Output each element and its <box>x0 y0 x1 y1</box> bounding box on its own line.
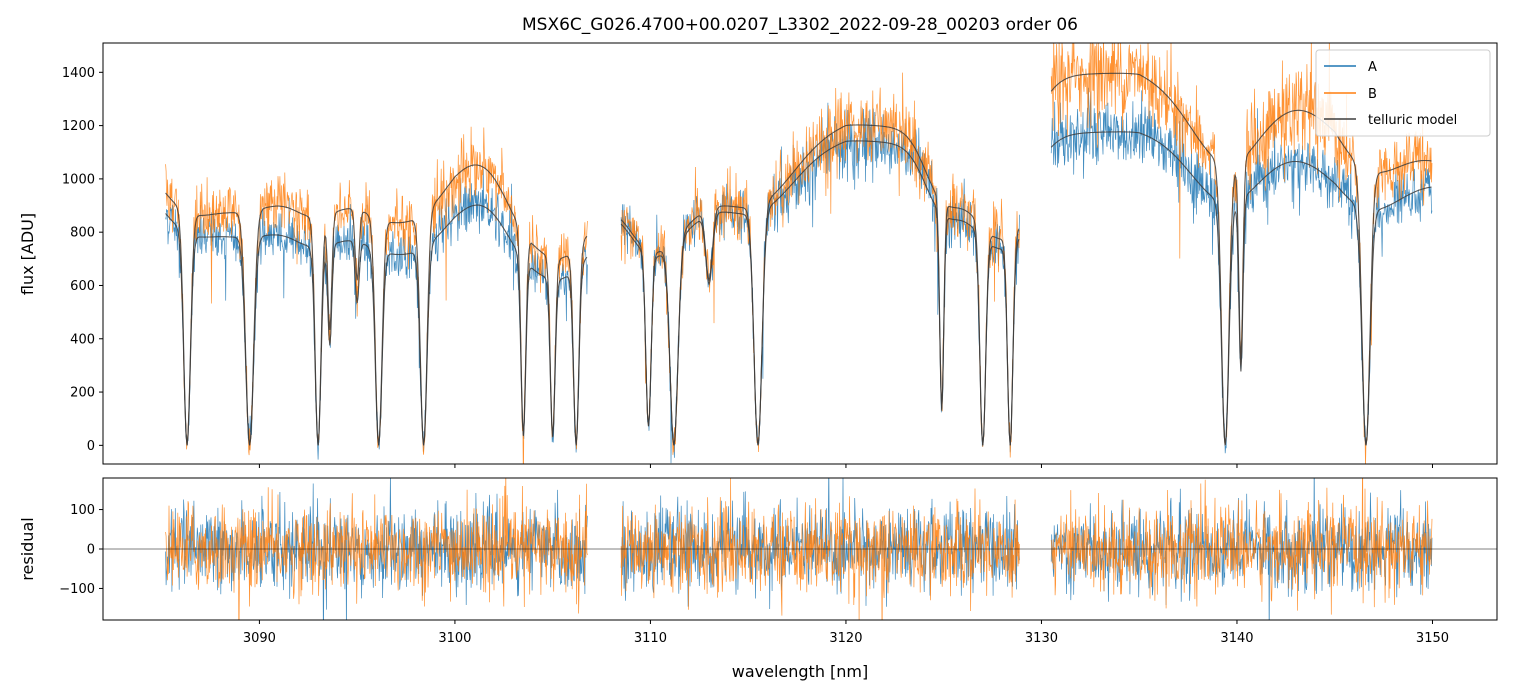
flux-plot-area <box>103 43 1497 464</box>
residual-y-axis-label: residual <box>18 517 37 580</box>
telluric-model-b-segment-1 <box>620 124 1020 446</box>
xtick-label: 3110 <box>634 631 667 646</box>
telluric-model-b-segment-0 <box>165 164 588 446</box>
telluric-model-a-segment-1 <box>620 140 1020 446</box>
xtick-label: 3130 <box>1025 631 1058 646</box>
residual-ytick-label: 0 <box>87 543 95 558</box>
x-axis-label: wavelength [nm] <box>732 662 869 681</box>
flux-ytick-label: 800 <box>70 226 95 241</box>
legend-label-telluric: telluric model <box>1368 113 1457 128</box>
legend-label-b: B <box>1368 87 1377 102</box>
flux-ytick-label: 1400 <box>62 66 95 81</box>
flux-x-ticks <box>258 464 1433 468</box>
residual-b-segment-2 <box>1050 478 1433 615</box>
xtick-label: 3140 <box>1220 631 1253 646</box>
residual-y-ticks: −100 0 100 <box>59 503 103 597</box>
flux-axes-frame <box>102 42 1498 465</box>
flux-panel: 0 200 400 600 800 1000 1200 1400 flux [ADU] A B… <box>18 42 1498 468</box>
flux-ytick-label: 400 <box>70 332 95 347</box>
flux-ytick-label: 1000 <box>62 172 95 187</box>
legend-box <box>1315 49 1491 137</box>
residual-ytick-label: −100 <box>59 582 95 597</box>
flux-y-ticks: 0 200 400 600 800 1000 1200 1400 <box>62 66 103 454</box>
residual-ytick-label: 100 <box>70 503 95 518</box>
flux-ytick-label: 0 <box>87 439 95 454</box>
residual-x-ticks: 3090 3100 3110 3120 3130 3140 3150 <box>243 620 1449 646</box>
telluric-model-b-segment-2 <box>1050 72 1432 446</box>
residual-b-segment-1 <box>620 478 1020 620</box>
flux-ytick-label: 200 <box>70 386 95 401</box>
residual-panel: −100 0 100 3090 3100 3110 3120 3130 3140 3150 re… <box>18 477 1498 681</box>
flux-ytick-label: 600 <box>70 279 95 294</box>
legend: A B telluric model <box>1315 49 1491 137</box>
flux-series-group <box>165 43 1433 464</box>
flux-y-axis-label: flux [ADU] <box>18 213 37 295</box>
residual-a-segment-2 <box>1050 478 1433 620</box>
xtick-label: 3150 <box>1416 631 1449 646</box>
flux-ytick-label: 1200 <box>62 119 95 134</box>
xtick-label: 3120 <box>829 631 862 646</box>
xtick-label: 3090 <box>243 631 276 646</box>
legend-label-a: A <box>1368 60 1377 75</box>
series-b-segment-1 <box>620 72 1020 458</box>
chart-title: MSX6C_G026.4700+00.0207_L3302_2022-09-28… <box>522 15 1078 35</box>
residual-series-group <box>165 478 1433 620</box>
xtick-label: 3100 <box>438 631 471 646</box>
residual-b-segment-0 <box>165 478 588 620</box>
